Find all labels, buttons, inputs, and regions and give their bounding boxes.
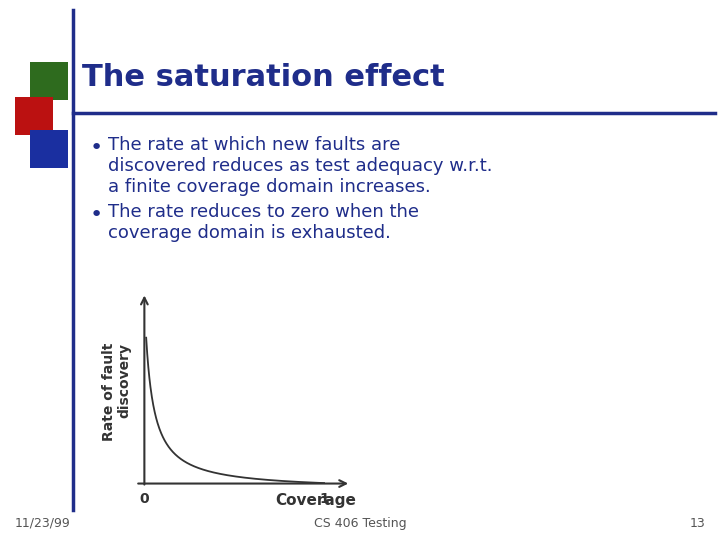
Text: a finite coverage domain increases.: a finite coverage domain increases. xyxy=(108,178,431,196)
Text: Coverage: Coverage xyxy=(276,494,356,509)
Text: discovered reduces as test adequacy w.r.t.: discovered reduces as test adequacy w.r.… xyxy=(108,157,492,175)
Text: coverage domain is exhausted.: coverage domain is exhausted. xyxy=(108,224,391,242)
Text: The rate at which new faults are: The rate at which new faults are xyxy=(108,136,400,154)
Text: Rate of fault
discovery: Rate of fault discovery xyxy=(102,343,132,441)
Text: 11/23/99: 11/23/99 xyxy=(15,517,71,530)
Text: 13: 13 xyxy=(689,517,705,530)
Text: CS 406 Testing: CS 406 Testing xyxy=(314,517,406,530)
FancyBboxPatch shape xyxy=(30,62,68,100)
FancyBboxPatch shape xyxy=(15,97,53,135)
Text: •: • xyxy=(90,205,103,225)
FancyBboxPatch shape xyxy=(30,130,68,168)
Text: The rate reduces to zero when the: The rate reduces to zero when the xyxy=(108,203,419,221)
Text: The saturation effect: The saturation effect xyxy=(82,64,445,92)
Text: •: • xyxy=(90,138,103,158)
Text: 1: 1 xyxy=(319,492,329,506)
Text: 0: 0 xyxy=(140,492,149,506)
